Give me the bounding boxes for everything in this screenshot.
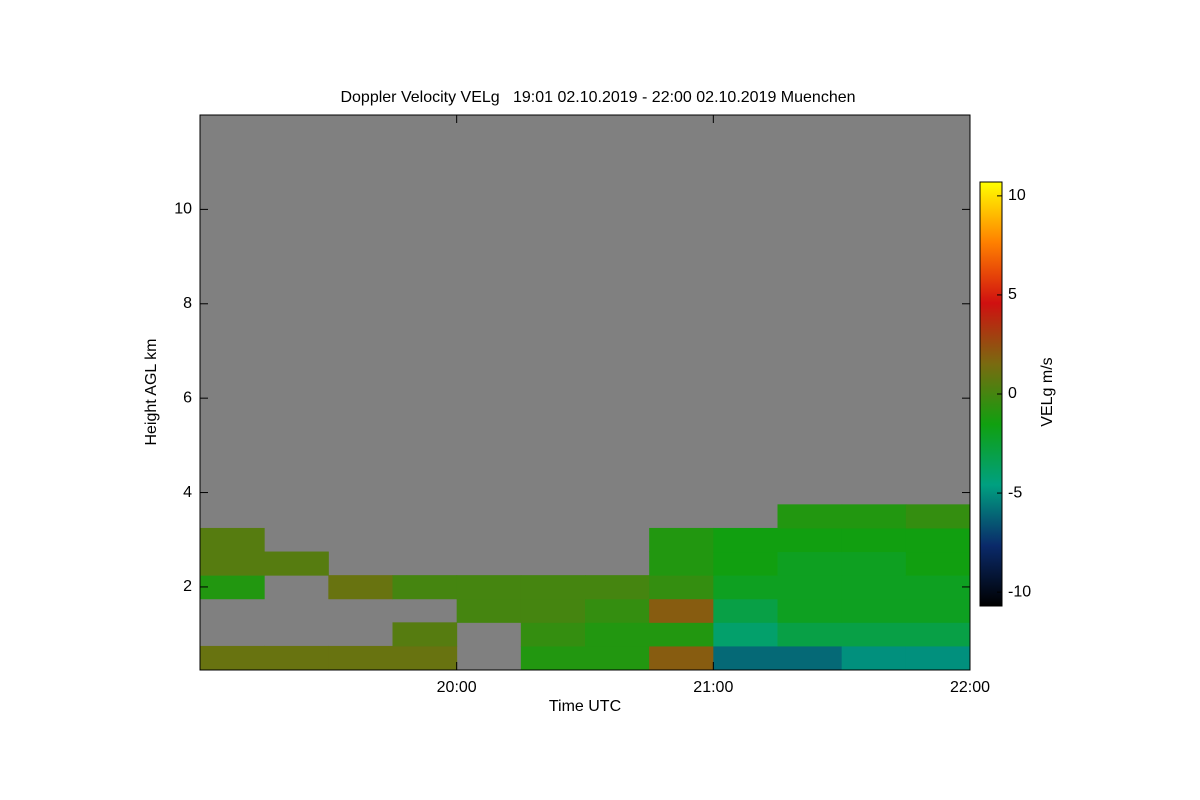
heatmap-cell [905,598,971,623]
heatmap-cell [520,575,586,600]
y-tick-label: 2 [183,578,192,595]
heatmap-cell [713,622,778,647]
heatmap-cell [841,527,907,553]
heatmap-cell [649,622,714,647]
heatmap-cell [264,645,329,671]
x-tick-label: 22:00 [950,679,990,696]
heatmap-cell [456,575,522,600]
heatmap-cell [585,575,650,600]
heatmap-cell [200,575,265,600]
colorbar-tick-label: -5 [1008,484,1022,501]
heatmap-cell [905,504,971,529]
heatmap-cell [713,598,778,623]
heatmap-cell [200,551,265,576]
heatmap-cell [905,622,971,647]
x-axis-label: Time UTC [549,698,621,715]
heatmap-cell [713,645,778,671]
heatmap-cell [777,575,843,600]
heatmap-cell [841,598,907,623]
heatmap-cell [841,645,907,671]
heatmap-cell [777,504,843,529]
heatmap-cell [520,645,586,671]
x-tick-label: 21:00 [693,679,733,696]
y-axis-label: Height AGL km [143,338,160,445]
heatmap-cell [649,527,714,553]
colorbar-tick-label: 5 [1008,286,1017,303]
heatmap-cell [264,551,329,576]
heatmap-cell [777,527,843,553]
heatmap-cell [841,575,907,600]
heatmap-cell [649,575,714,600]
heatmap-cell [392,575,458,600]
heatmap-cell [649,551,714,576]
heatmap-cell [713,551,778,576]
heatmap-cell [841,504,907,529]
heatmap-cell [777,598,843,623]
colorbar-tick-label: 0 [1008,385,1017,402]
colorbar-tick-label: 10 [1008,187,1026,204]
heatmap-cell [713,575,778,600]
y-tick-label: 10 [174,201,192,218]
plot-frame [199,114,971,671]
heatmap-cell [841,622,907,647]
chart-title: Doppler Velocity VELg 19:01 02.10.2019 -… [340,89,855,106]
heatmap-cell [777,645,843,671]
colorbar-tick-label: -10 [1008,583,1031,600]
heatmap-cell [328,645,393,671]
heatmap-cell [649,598,714,623]
heatmap-cell [713,527,778,553]
heatmap-cell [456,598,522,623]
heatmap-cell [841,551,907,576]
heatmap-cell [520,598,586,623]
y-tick-label: 6 [183,389,192,406]
heatmap-cell [905,527,971,553]
y-tick-label: 8 [183,295,192,312]
heatmap-cell [392,645,458,671]
heatmap-cell [905,551,971,576]
heatmap-cell [200,645,265,671]
heatmap-cell [328,575,393,600]
heatmap-cell [392,622,458,647]
heatmap-cell [649,645,714,671]
heatmap-cell [520,622,586,647]
heatmap-cell [777,551,843,576]
heatmap-cell [200,527,265,553]
heatmap-cell [777,622,843,647]
y-tick-label: 4 [183,484,192,501]
heatmap-cell [905,645,971,671]
heatmap-cell [585,622,650,647]
heatmap-cell [585,598,650,623]
heatmap-cell [585,645,650,671]
colorbar-label: VELg m/s [1039,357,1056,426]
heatmap-cell [905,575,971,600]
x-tick-label: 20:00 [437,679,477,696]
